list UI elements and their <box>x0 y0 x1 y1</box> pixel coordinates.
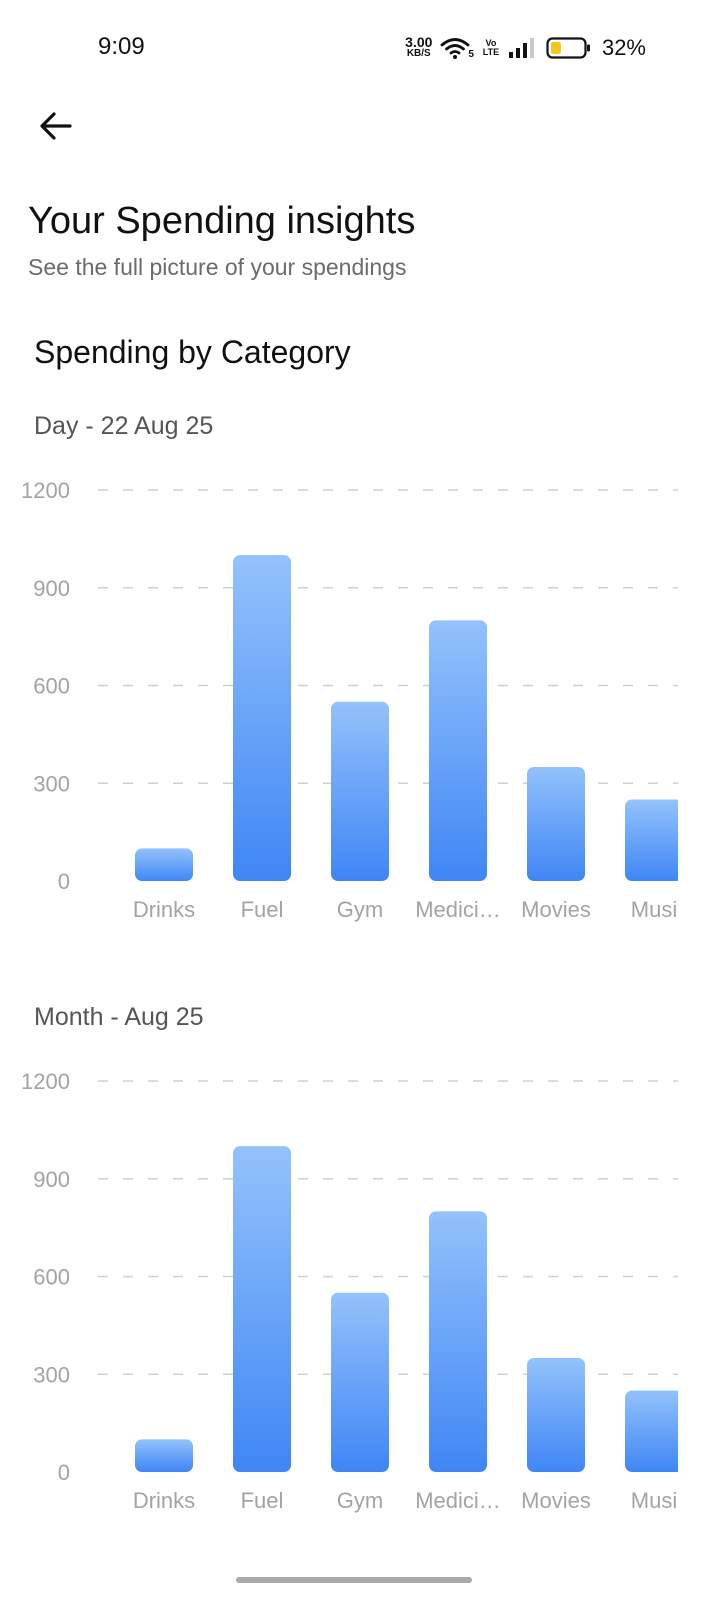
bar-musi[interactable] <box>625 799 683 881</box>
bar-movies[interactable] <box>527 766 585 881</box>
y-tick-label: 0 <box>58 1460 70 1485</box>
network-badge: 5 <box>468 49 474 60</box>
wifi-icon: 5 <box>440 36 474 60</box>
x-category-label: Drinks <box>133 897 195 922</box>
y-tick-label: 600 <box>33 674 70 699</box>
x-category-label: Medici… <box>415 897 501 922</box>
y-tick-label: 900 <box>33 1167 70 1192</box>
status-bar: 9:09 3.00 KB/S 5 Vo LTE <box>0 0 720 90</box>
bar-drinks[interactable] <box>135 1439 193 1472</box>
page-subtitle: See the full picture of your spendings <box>28 254 407 280</box>
x-category-label: Drinks <box>133 1488 195 1513</box>
chart-period-title: Month - Aug 25 <box>34 1003 204 1031</box>
y-tick-label: 1200 <box>21 1069 70 1094</box>
day-spending-chart: Day - 22 Aug 25 0 300 600 900 1200 Drinks Fuel… <box>0 412 720 932</box>
page-title: Your Spending insights <box>28 200 416 242</box>
bar-medici[interactable] <box>429 620 487 881</box>
bar-fuel[interactable] <box>233 555 291 881</box>
month-spending-chart: Month - Aug 25 0 300 600 900 1200 Drinks Fuel G… <box>0 1003 720 1523</box>
signal-icon <box>508 37 538 59</box>
y-tick-label: 300 <box>33 771 70 796</box>
bar-gym[interactable] <box>331 701 389 881</box>
x-category-label: Fuel <box>241 897 284 922</box>
arrow-left-icon <box>38 108 74 144</box>
x-category-label: Musi <box>631 897 677 922</box>
x-category-label: Medici… <box>415 1488 501 1513</box>
x-category-label: Fuel <box>241 1488 284 1513</box>
month-bar-chart: 0 300 600 900 1200 Drinks Fuel Gym Medici… Movies… <box>21 1069 683 1513</box>
network-speed: 3.00 KB/S <box>405 34 433 59</box>
bar-musi[interactable] <box>625 1390 683 1472</box>
bar-movies[interactable] <box>527 1357 585 1472</box>
battery-percent: 32% <box>601 35 646 60</box>
home-indicator[interactable] <box>236 1577 472 1583</box>
chart-period-title: Day - 22 Aug 25 <box>34 412 214 440</box>
y-tick-label: 0 <box>58 869 70 894</box>
x-category-label: Movies <box>521 897 591 922</box>
volte-icon: Vo LTE <box>482 38 500 57</box>
day-bar-chart: 0 300 600 900 1200 Drinks Fuel Gym Medici… Movies… <box>21 478 683 922</box>
y-tick-label: 1200 <box>21 478 70 503</box>
bar-gym[interactable] <box>331 1292 389 1472</box>
status-time: 9:09 <box>98 33 145 60</box>
y-tick-label: 300 <box>33 1362 70 1387</box>
bar-drinks[interactable] <box>135 848 193 881</box>
back-button[interactable] <box>30 100 82 152</box>
network-speed-value: 3.00 <box>405 34 433 50</box>
x-category-label: Movies <box>521 1488 591 1513</box>
status-icons: 3.00 KB/S 5 Vo LTE <box>405 34 646 62</box>
network-speed-unit: KB/S <box>406 48 431 59</box>
y-tick-label: 900 <box>33 576 70 601</box>
y-tick-label: 600 <box>33 1265 70 1290</box>
bar-fuel[interactable] <box>233 1146 291 1472</box>
section-title: Spending by Category <box>34 334 351 370</box>
x-category-label: Gym <box>337 897 383 922</box>
battery-icon <box>546 36 592 60</box>
x-category-label: Musi <box>631 1488 677 1513</box>
bar-medici[interactable] <box>429 1211 487 1472</box>
x-category-label: Gym <box>337 1488 383 1513</box>
